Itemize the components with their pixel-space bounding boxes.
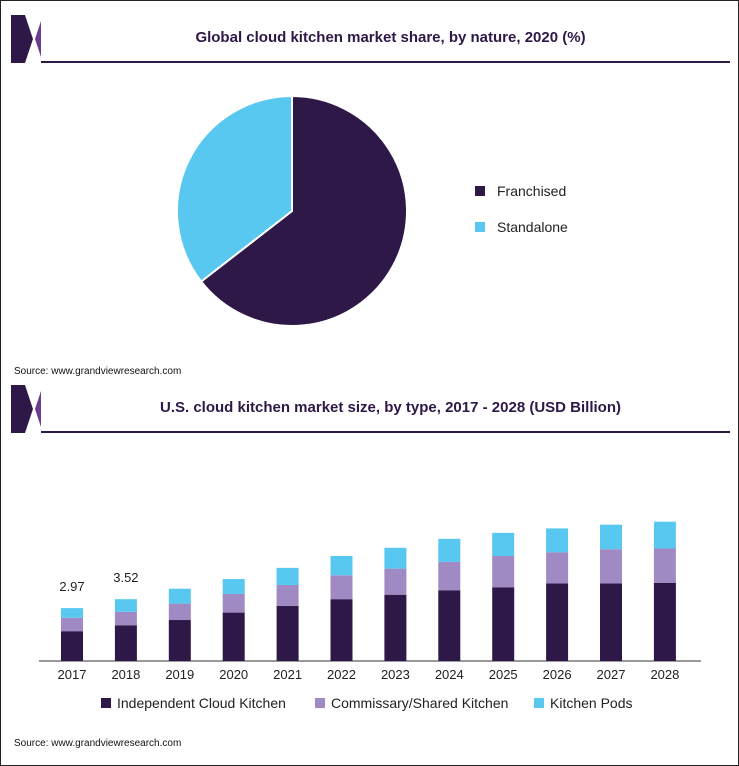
bar-segment <box>653 582 676 661</box>
bar-segment <box>168 620 191 661</box>
data-label: 3.52 <box>113 570 138 585</box>
bar-segment <box>276 567 299 586</box>
bar-segment <box>546 583 569 661</box>
bar-segment <box>61 617 83 632</box>
header-rule <box>41 431 730 433</box>
pie-slice-franchised <box>199 94 408 327</box>
x-tick-label: 2022 <box>327 667 356 682</box>
x-tick-label: 2027 <box>597 667 626 682</box>
x-tick-label: 2025 <box>489 667 518 682</box>
bar-segment <box>114 599 137 612</box>
bar-segment <box>600 524 622 550</box>
legend-label: Standalone <box>497 219 568 235</box>
bar-segment <box>222 593 245 613</box>
header-rule <box>41 61 730 63</box>
x-tick-label: 2028 <box>650 667 679 682</box>
bar-segment <box>168 588 191 604</box>
bar-segment <box>546 552 569 584</box>
x-tick-label: 2023 <box>381 667 410 682</box>
bar-segment <box>492 555 515 588</box>
legend-label: Kitchen Pods <box>550 695 633 711</box>
x-tick-label: 2021 <box>273 667 302 682</box>
pie-chart-header: Global cloud kitchen market share, by na… <box>11 15 730 63</box>
bar-segment <box>653 521 676 549</box>
bar-segment <box>492 587 515 661</box>
legend-swatch <box>475 186 485 196</box>
pie-chart-source: Source: www.grandviewresearch.com <box>14 366 182 377</box>
pie-chart: Franchised Standalone <box>176 94 568 327</box>
pie-slice-standalone <box>176 94 293 283</box>
legend-label: Franchised <box>497 183 566 199</box>
bar-segment <box>438 590 461 661</box>
bar-segment <box>330 599 353 661</box>
legend-swatch <box>101 698 111 708</box>
pie-chart-title: Global cloud kitchen market share, by na… <box>195 29 586 46</box>
bar-segment <box>61 608 83 618</box>
bar-segment <box>168 603 191 621</box>
bar-segment <box>600 583 622 661</box>
bar-segment <box>384 547 407 569</box>
brand-logo-icon <box>11 15 41 63</box>
x-tick-label: 2026 <box>543 667 572 682</box>
bar-segment <box>438 538 461 562</box>
bar-chart-header: U.S. cloud kitchen market size, by type,… <box>11 385 730 433</box>
bar-chart: 2017 2.97 2018 3.52 2019 2020 2021 2022 2023 2024… <box>39 521 701 711</box>
bar-chart-source: Source: www.grandviewresearch.com <box>14 738 182 749</box>
x-tick-label: 2024 <box>435 667 464 682</box>
bar-segment <box>276 605 299 661</box>
bar-segment <box>546 528 569 553</box>
bar-segment <box>384 594 407 661</box>
legend-swatch <box>315 698 325 708</box>
bar-segment <box>276 585 299 606</box>
x-tick-label: 2018 <box>111 667 140 682</box>
x-tick-label: 2020 <box>219 667 248 682</box>
data-label: 2.97 <box>59 579 84 594</box>
bar-segment <box>330 555 353 576</box>
bar-segment <box>384 568 407 595</box>
legend-label: Commissary/Shared Kitchen <box>331 695 508 711</box>
x-tick-label: 2019 <box>165 667 194 682</box>
bar-segment <box>61 631 83 661</box>
legend-swatch <box>475 222 485 232</box>
bar-segment <box>653 548 676 583</box>
bar-segment <box>600 549 622 584</box>
bar-segment <box>114 611 137 626</box>
bar-segment <box>114 625 137 661</box>
legend-swatch <box>534 698 544 708</box>
brand-logo-icon <box>11 385 41 433</box>
bar-segment <box>330 575 353 600</box>
bar-segment <box>438 561 461 591</box>
x-tick-label: 2017 <box>58 667 87 682</box>
legend-label: Independent Cloud Kitchen <box>117 695 286 711</box>
bar-segment <box>222 579 245 594</box>
bar-segment <box>222 612 245 661</box>
bar-segment <box>492 532 515 556</box>
bar-chart-title: U.S. cloud kitchen market size, by type,… <box>160 399 621 416</box>
